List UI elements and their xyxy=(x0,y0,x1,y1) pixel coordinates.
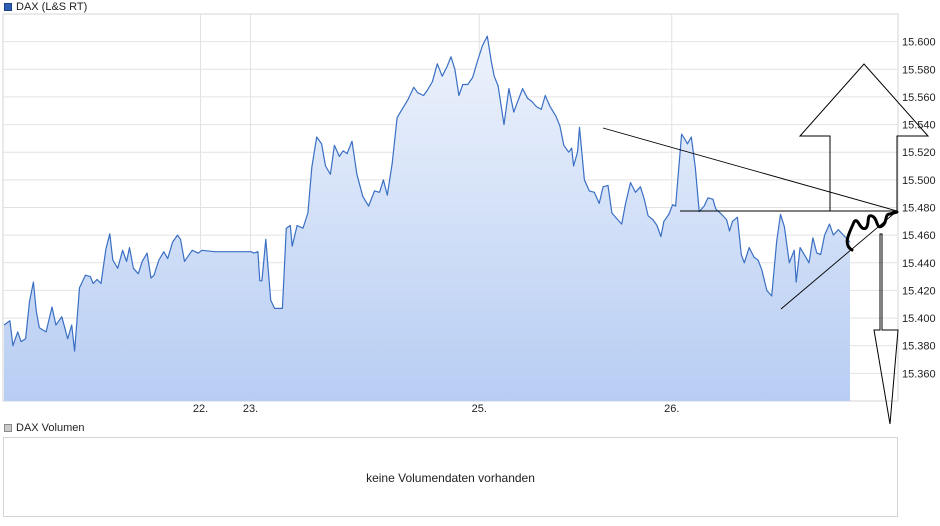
volume-legend: DAX Volumen xyxy=(4,422,84,434)
price-line xyxy=(3,35,851,352)
price-legend-swatch xyxy=(4,3,12,11)
drawing-annotations xyxy=(602,63,930,425)
volume-panel: keine Volumendaten vorhanden xyxy=(3,437,898,517)
y-tick-label: 15.440 xyxy=(902,258,936,270)
y-tick-label: 15.500 xyxy=(902,175,936,187)
x-tick-label: 26. xyxy=(664,403,679,415)
y-tick-label: 15.400 xyxy=(902,313,936,325)
x-tick-label: 25. xyxy=(472,403,487,415)
y-axis: 15.360 15.380 15.400 15.420 15.440 15.460 15.4… xyxy=(902,37,936,381)
price-legend-label: DAX (L&S RT) xyxy=(16,1,88,13)
x-tick-label: 23. xyxy=(243,403,258,415)
y-tick-label: 15.520 xyxy=(902,147,936,159)
volume-legend-label: DAX Volumen xyxy=(16,422,85,434)
y-tick-label: 15.580 xyxy=(902,64,936,76)
arrow-up-annotation xyxy=(798,63,930,212)
price-area xyxy=(4,36,850,401)
y-tick-label: 15.560 xyxy=(902,92,936,104)
volume-legend-swatch xyxy=(4,424,12,432)
y-tick-label: 15.540 xyxy=(902,120,936,132)
y-tick-label: 15.600 xyxy=(902,37,936,49)
y-tick-label: 15.380 xyxy=(902,341,936,353)
trendline-upper xyxy=(602,127,898,212)
y-tick-label: 15.420 xyxy=(902,285,936,297)
x-axis: 22. 23. 25. 26. xyxy=(193,403,680,415)
y-tick-label: 15.360 xyxy=(902,368,936,380)
x-tick-label: 22. xyxy=(193,403,208,415)
y-tick-label: 15.460 xyxy=(902,230,936,242)
squiggle-annotation xyxy=(845,210,899,252)
volume-empty-message: keine Volumendaten vorhanden xyxy=(366,471,535,485)
y-tick-label: 15.480 xyxy=(902,203,936,215)
series xyxy=(3,35,851,401)
price-legend: DAX (L&S RT) xyxy=(4,1,87,13)
arrow-down-annotation xyxy=(873,233,899,425)
